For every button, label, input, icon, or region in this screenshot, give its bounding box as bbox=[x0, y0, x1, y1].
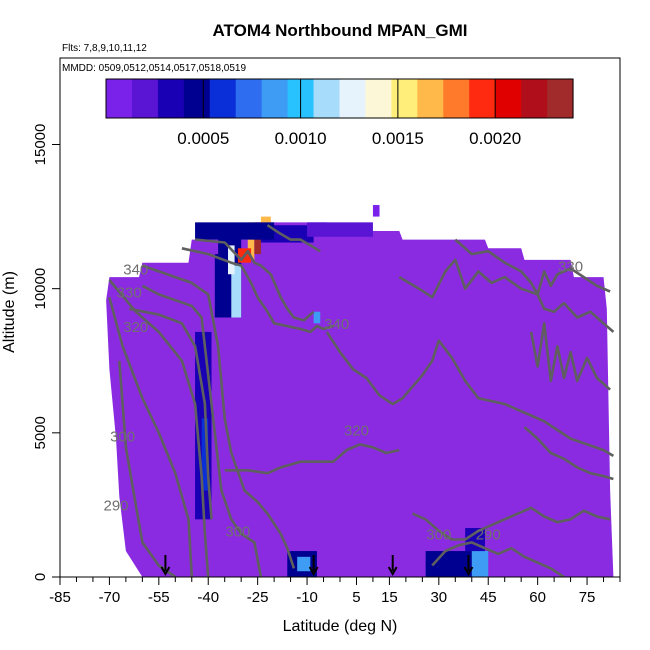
chart-overlay: -85 -70 -55 -40 -25 -10 5 15 30 45 60 75 0 5000 10000 1… bbox=[32, 57, 621, 606]
colorbar-segment-5 bbox=[235, 79, 263, 118]
flight-arrow-0 bbox=[160, 555, 171, 577]
contour-line-14 bbox=[431, 541, 565, 577]
y-tick-label-2: 10000 bbox=[32, 268, 49, 310]
colorbar-segment-10 bbox=[365, 79, 392, 118]
flights-note: Flts: 7,8,9,10,11,12 bbox=[62, 43, 147, 54]
flight-arrow-2 bbox=[387, 555, 398, 577]
contour-line-4 bbox=[141, 284, 263, 577]
y-tick-label-3: 15000 bbox=[32, 124, 49, 166]
contour-line-2 bbox=[108, 279, 210, 577]
contour-label-10: 330 bbox=[558, 258, 583, 275]
colorbar-tick-label-1: 0.0010 bbox=[275, 129, 327, 148]
colorbar-tick-label-0: 0.0005 bbox=[177, 129, 229, 148]
colorbar-frame bbox=[105, 78, 574, 119]
heat-cell-15 bbox=[297, 556, 311, 572]
x-tick-label-7: 15 bbox=[381, 589, 398, 606]
curtain-background bbox=[106, 222, 614, 577]
x-tick-label-4: -25 bbox=[247, 589, 269, 606]
contour-label-6: 340 bbox=[324, 316, 349, 333]
colorbar-segment-8 bbox=[313, 79, 341, 118]
colorbar-tick-label-3: 0.0020 bbox=[469, 129, 521, 148]
contour-line-7 bbox=[194, 238, 315, 322]
colorbar-segment-14 bbox=[469, 79, 496, 118]
dates-note: MMDD: 0509,0512,0514,0517,0518,0519 bbox=[62, 63, 246, 74]
contour-label-8: 300 bbox=[426, 527, 451, 544]
contour-line-15 bbox=[529, 322, 611, 391]
x-tick-label-8: 30 bbox=[430, 589, 447, 606]
contour-label-2: 320 bbox=[123, 319, 148, 336]
contour-label-7: 320 bbox=[344, 423, 369, 440]
colorbar-segment-13 bbox=[443, 79, 470, 118]
contour-line-5 bbox=[141, 264, 296, 569]
heat-cell-6 bbox=[307, 222, 373, 237]
colorbar-segment-2 bbox=[157, 79, 185, 118]
colorbar-segment-0 bbox=[106, 79, 133, 118]
curtain-group: 340 330 320 300 290 300 340 320 300 290 330 bbox=[103, 205, 615, 577]
plot-area: 340 330 320 300 290 300 340 320 300 290 330 bbox=[103, 205, 615, 577]
x-tick-label-0: -85 bbox=[49, 589, 71, 606]
heat-cell-3 bbox=[231, 265, 242, 318]
colorbar-segment-4 bbox=[209, 79, 237, 118]
heat-cell-12 bbox=[195, 222, 275, 240]
colorbar-segment-12 bbox=[417, 79, 444, 118]
colorbar-segment-15 bbox=[495, 79, 522, 118]
x-tick-label-11: 75 bbox=[579, 589, 596, 606]
contour-label-4: 290 bbox=[103, 498, 128, 515]
contour-label-0: 340 bbox=[123, 261, 148, 278]
heat-cell-17 bbox=[471, 551, 489, 577]
x-tick-label-5: -10 bbox=[296, 589, 318, 606]
x-tick-label-1: -70 bbox=[99, 589, 121, 606]
colorbar-segment-11 bbox=[391, 79, 418, 118]
flight-arrow-3 bbox=[463, 555, 474, 577]
heat-cell-13 bbox=[313, 311, 321, 324]
heat-cell-7 bbox=[247, 222, 255, 260]
contour-line-11 bbox=[398, 258, 615, 333]
contour-line-3 bbox=[128, 307, 213, 520]
y-axis-label: Altitude (m) bbox=[1, 271, 18, 353]
x-tick-label-3: -40 bbox=[197, 589, 219, 606]
y-tick-label-0: 0 bbox=[32, 573, 49, 581]
y-tick-label-1: 5000 bbox=[32, 416, 49, 449]
contour-label-1: 330 bbox=[117, 284, 142, 301]
contour-line-16 bbox=[523, 426, 614, 481]
x-tick-label-6: 5 bbox=[352, 589, 360, 606]
colorbar-tick-label-2: 0.0015 bbox=[372, 129, 424, 148]
contour-line-6 bbox=[181, 247, 334, 334]
x-axis-label: Latitude (deg N) bbox=[283, 618, 398, 635]
colorbar-segment-1 bbox=[131, 79, 159, 118]
colorbar-segment-9 bbox=[339, 79, 367, 118]
contour-line-9 bbox=[224, 443, 400, 475]
x-tick-label-9: 45 bbox=[480, 589, 497, 606]
colorbar-segment-3 bbox=[183, 79, 211, 118]
heat-cell-19 bbox=[372, 205, 380, 217]
contour-line-1 bbox=[108, 296, 194, 577]
colorbar-segment-17 bbox=[547, 79, 574, 118]
heat-cell-1 bbox=[201, 418, 209, 491]
contour-line-8 bbox=[266, 224, 321, 253]
x-tick-label-2: -55 bbox=[148, 589, 170, 606]
chart-title: ATOM4 Northbound MPAN_GMI bbox=[213, 21, 468, 40]
colorbar-segment-16 bbox=[521, 79, 548, 118]
contour-label-9: 290 bbox=[476, 527, 501, 544]
contour-line-13 bbox=[411, 506, 611, 541]
x-tick-label-10: 60 bbox=[529, 589, 546, 606]
contour-label-5: 300 bbox=[225, 524, 250, 541]
contour-label-3: 300 bbox=[110, 428, 135, 445]
colorbar: 0.0005 0.0010 0.0015 0.0020 bbox=[105, 78, 574, 148]
flight-arrow-1 bbox=[308, 555, 319, 577]
colorbar-segment-6 bbox=[261, 79, 289, 118]
heat-cell-11 bbox=[228, 245, 235, 275]
contour-line-10 bbox=[325, 331, 615, 458]
contour-line-12 bbox=[454, 238, 611, 296]
